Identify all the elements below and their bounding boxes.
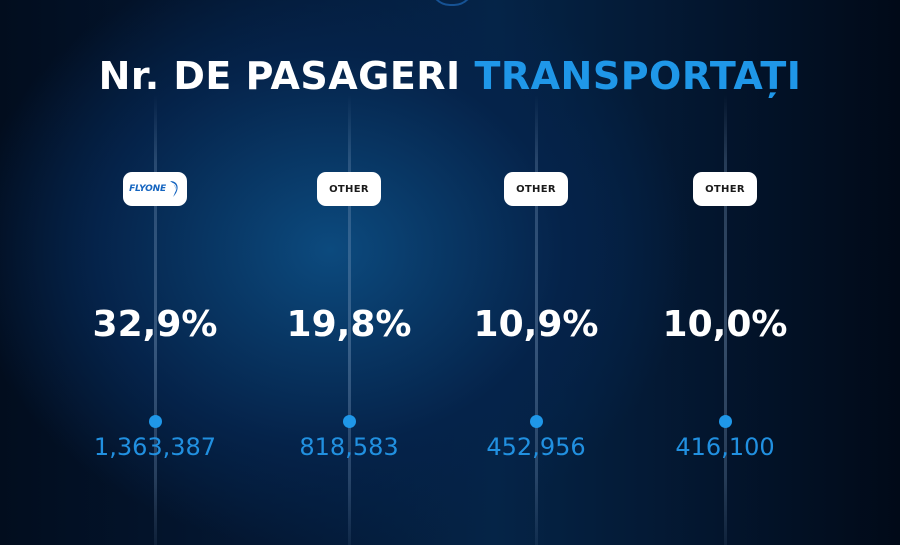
page-title: Nr. DE PASAGERI TRANSPORTAȚI bbox=[0, 50, 900, 102]
passenger-count: 452,956 bbox=[486, 433, 586, 461]
timeline-dot bbox=[343, 415, 356, 428]
timeline-line bbox=[348, 95, 351, 545]
timeline-line bbox=[535, 95, 538, 545]
title-part-white: Nr. DE PASAGERI bbox=[98, 54, 461, 98]
market-share-percent: 10,9% bbox=[473, 304, 599, 345]
title-part-blue: TRANSPORTAȚI bbox=[474, 54, 802, 98]
airline-column-4: OTHER 10,0% 416,100 bbox=[625, 95, 825, 545]
flyone-logo-text: FLYONE bbox=[129, 184, 166, 194]
passenger-count: 1,363,387 bbox=[93, 433, 217, 461]
market-share-percent: 19,8% bbox=[286, 304, 412, 345]
flyone-logo-badge: FLYONE bbox=[123, 172, 187, 206]
timeline-dot bbox=[719, 415, 732, 428]
timeline-line bbox=[724, 95, 727, 545]
market-share-percent: 32,9% bbox=[92, 304, 218, 345]
airline-column-2: OTHER 19,8% 818,583 bbox=[249, 95, 449, 545]
airline-badge: OTHER bbox=[693, 172, 757, 206]
passenger-count: 818,583 bbox=[299, 433, 399, 461]
flyone-swoosh-icon bbox=[169, 181, 178, 197]
timeline-dot bbox=[530, 415, 543, 428]
timeline-line bbox=[154, 95, 157, 545]
market-share-percent: 10,0% bbox=[662, 304, 788, 345]
airline-column-3: OTHER 10,9% 452,956 bbox=[436, 95, 636, 545]
airline-badge: OTHER bbox=[504, 172, 568, 206]
timeline-dot bbox=[149, 415, 162, 428]
top-decoration-arc bbox=[430, 0, 474, 6]
passenger-count: 416,100 bbox=[675, 433, 775, 461]
airline-column-1: FLYONE 32,9% 1,363,387 bbox=[55, 95, 255, 545]
airline-badge: OTHER bbox=[317, 172, 381, 206]
